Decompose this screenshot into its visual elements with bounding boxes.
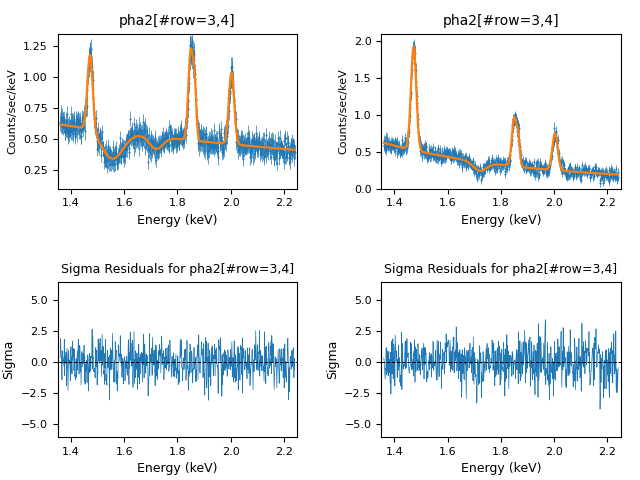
X-axis label: Energy (keV): Energy (keV) — [461, 462, 541, 475]
Title: Sigma Residuals for pha2[#row=3,4]: Sigma Residuals for pha2[#row=3,4] — [385, 264, 618, 276]
Y-axis label: Counts/sec/keV: Counts/sec/keV — [8, 68, 17, 154]
X-axis label: Energy (keV): Energy (keV) — [137, 462, 218, 475]
Y-axis label: Sigma: Sigma — [326, 339, 339, 379]
X-axis label: Energy (keV): Energy (keV) — [461, 214, 541, 227]
X-axis label: Energy (keV): Energy (keV) — [137, 214, 218, 227]
Y-axis label: Counts/sec/keV: Counts/sec/keV — [338, 68, 348, 154]
Y-axis label: Sigma: Sigma — [2, 339, 15, 379]
Title: pha2[#row=3,4]: pha2[#row=3,4] — [119, 14, 236, 28]
Title: pha2[#row=3,4]: pha2[#row=3,4] — [443, 14, 559, 28]
Title: Sigma Residuals for pha2[#row=3,4]: Sigma Residuals for pha2[#row=3,4] — [61, 264, 294, 276]
